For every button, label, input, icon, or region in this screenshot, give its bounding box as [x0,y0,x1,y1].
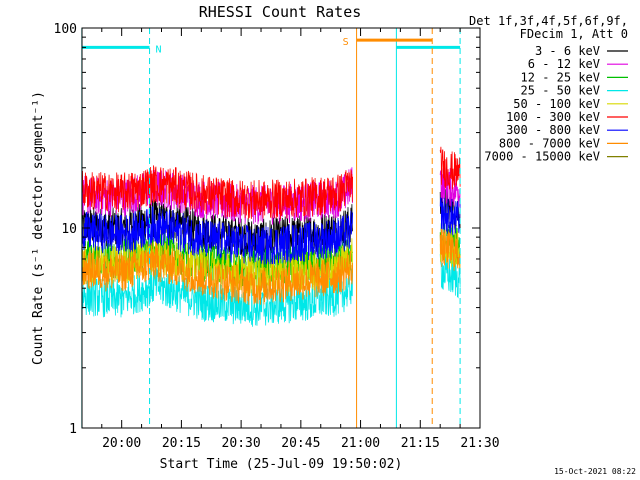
legend-entry-label: 3 - 6 keV [535,44,600,58]
y-tick-label: 1 [69,422,77,437]
chart-title: RHESSI Count Rates [199,3,362,21]
marker-label-S: S [343,37,349,48]
x-tick-label: 20:45 [281,436,320,451]
timestamp: 15-Oct-2021 08:22 [554,467,636,476]
legend-entry-label: 800 - 7000 keV [499,136,600,150]
legend-entry-label: 100 - 300 keV [506,110,600,124]
x-axis: 20:00 20:15 20:30 20:45 21:00 21:15 21:30 [101,28,500,451]
legend-header-line-1: Det 1f,3f,4f,5f,6f,9f, [469,14,628,28]
legend: Det 1f,3f,4f,5f,6f,9f, FDecim 1, Att 0 3… [469,14,628,164]
plot-area: NS [81,28,461,428]
y-tick-label: 100 [54,22,77,37]
series-300-800keV-trace [81,197,461,265]
x-tick-label: 21:15 [401,436,440,451]
x-tick-label: 20:00 [102,436,141,451]
x-tick-label: 21:30 [460,436,499,451]
legend-entry-label: 7000 - 15000 keV [484,150,600,164]
x-tick-label: 20:15 [162,436,201,451]
x-tick-label: 21:00 [341,436,380,451]
x-tick-label: 20:30 [222,436,261,451]
legend-entry-label: 25 - 50 keV [521,84,600,98]
legend-entry-label: 50 - 100 keV [513,97,600,111]
y-axis: 1 10 100 [54,22,480,437]
series-100-300keV-trace [81,146,461,220]
marker-label-N: N [156,44,162,55]
legend-header-line-2: FDecim 1, Att 0 [520,27,628,41]
legend-entry-label: 300 - 800 keV [506,123,600,137]
legend-entry-label: 12 - 25 keV [521,70,600,84]
y-tick-label: 10 [61,222,77,237]
y-axis-label: Count Rate (s⁻¹ detector segment⁻¹) [31,91,46,365]
series-25-50keV-trace [81,254,461,327]
series-800-7000keV-trace [81,228,461,305]
legend-entry-label: 6 - 12 keV [528,57,600,71]
x-axis-label: Start Time (25-Jul-09 19:50:02) [160,457,403,472]
